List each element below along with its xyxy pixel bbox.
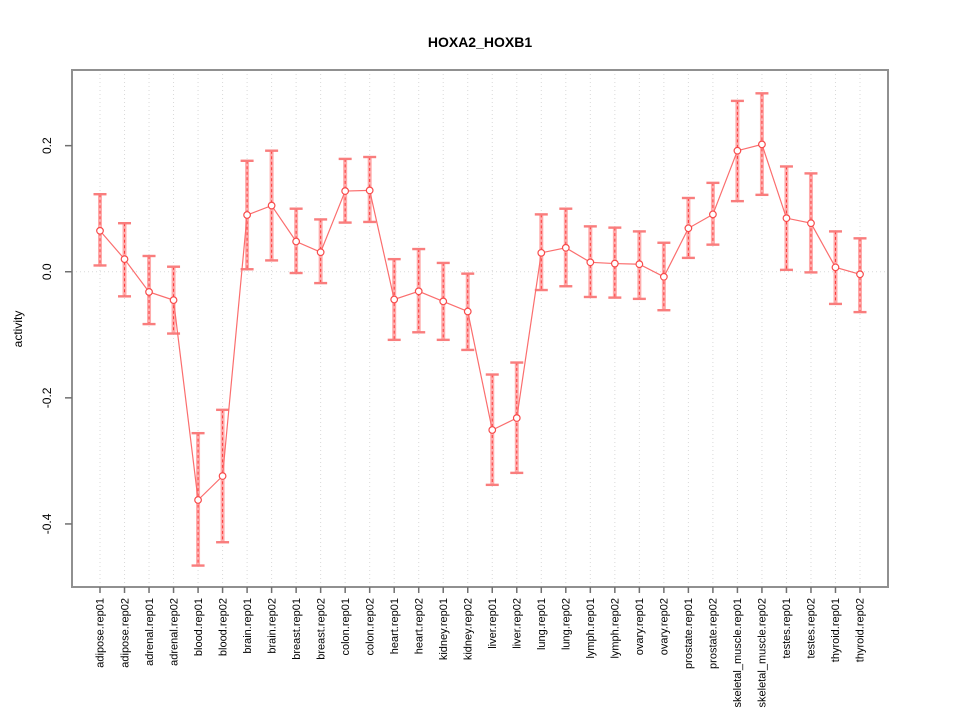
- data-point: [390, 295, 399, 304]
- x-tick-label: heart.rep01: [389, 598, 401, 654]
- x-tick-label: adrenal.rep02: [168, 598, 180, 666]
- x-tick-label: liver.rep02: [512, 598, 524, 649]
- x-tick-label: brain.rep01: [242, 598, 254, 654]
- data-point: [463, 307, 472, 316]
- data-point: [831, 263, 840, 272]
- data-point: [512, 414, 521, 422]
- data-point: [537, 248, 546, 257]
- data-point: [218, 472, 227, 480]
- x-tick-label: lymph.rep01: [585, 598, 597, 659]
- data-point: [194, 496, 202, 504]
- series-line: [99, 143, 861, 502]
- data-point: [145, 288, 153, 296]
- x-tick-label: lung.rep01: [536, 598, 548, 650]
- data-point: [316, 248, 325, 257]
- x-tick-label: adipose.rep02: [119, 598, 131, 668]
- x-tick-label: colon.rep01: [340, 598, 352, 656]
- data-point: [684, 224, 693, 233]
- y-axis-label: activity: [11, 311, 25, 348]
- x-tick-label: breast.rep02: [315, 598, 327, 660]
- data-point: [267, 201, 276, 210]
- chart-title: HOXA2_HOXB1: [428, 34, 532, 50]
- y-tick-label: 0.2: [40, 137, 54, 154]
- data-point: [243, 211, 251, 219]
- x-tick-label: brain.rep02: [266, 598, 278, 654]
- x-tick-label: kidney.rep02: [462, 598, 474, 660]
- x-tick-label: testes.rep02: [806, 598, 818, 659]
- data-point: [169, 296, 178, 305]
- x-tick-label: skeletal_muscle.rep01: [732, 598, 744, 707]
- data-point: [733, 146, 742, 155]
- y-tick-label: -0.2: [40, 387, 54, 408]
- data-point: [414, 287, 423, 296]
- x-tick-label: ovary.rep01: [634, 598, 646, 655]
- x-tick-label: thyroid.rep01: [830, 598, 842, 662]
- x-tick-label: colon.rep02: [364, 598, 376, 656]
- x-tick-label: thyroid.rep02: [855, 598, 867, 662]
- x-tick-label: blood.rep02: [217, 598, 229, 656]
- data-point: [610, 259, 619, 268]
- y-tick-label: -0.4: [40, 513, 54, 534]
- x-tick-label: prostate.rep02: [708, 598, 720, 669]
- x-tick-label: breast.rep01: [291, 598, 303, 660]
- x-tick-label: liver.rep01: [487, 598, 499, 649]
- data-point: [341, 187, 350, 195]
- data-point: [96, 226, 104, 235]
- data-point: [709, 210, 717, 219]
- x-tick-label: ovary.rep02: [659, 598, 671, 655]
- x-tick-label: lymph.rep02: [610, 598, 622, 659]
- data-point: [292, 237, 301, 246]
- data-point: [659, 272, 668, 281]
- x-tick-label: skeletal_muscle.rep02: [757, 598, 769, 707]
- chart-layer: 0.2 0.0 -0.2 -0.4 adipose.rep01 adipose.rep02…: [40, 69, 889, 707]
- y-tick-label: 0.0: [40, 263, 54, 280]
- x-tick-label: prostate.rep01: [683, 598, 695, 669]
- data-point: [586, 258, 595, 267]
- data-point: [488, 426, 497, 434]
- x-tick-label: blood.rep01: [193, 598, 205, 656]
- x-tick-label: kidney.rep01: [438, 598, 450, 660]
- data-point: [807, 219, 815, 228]
- data-point: [758, 140, 766, 149]
- plot-frame: [71, 69, 889, 588]
- data-point: [120, 255, 129, 264]
- data-point: [439, 297, 448, 306]
- x-tick-label: testes.rep01: [781, 598, 793, 659]
- data-point: [365, 186, 374, 195]
- data-point: [856, 270, 864, 279]
- data-point: [635, 260, 644, 269]
- data-point: [782, 214, 791, 223]
- x-tick-label: heart.rep02: [413, 598, 425, 654]
- x-tick-label: lung.rep02: [561, 598, 573, 650]
- x-tick-label: adipose.rep01: [95, 598, 107, 668]
- x-tick-label: adrenal.rep01: [144, 598, 156, 666]
- data-point: [561, 243, 570, 252]
